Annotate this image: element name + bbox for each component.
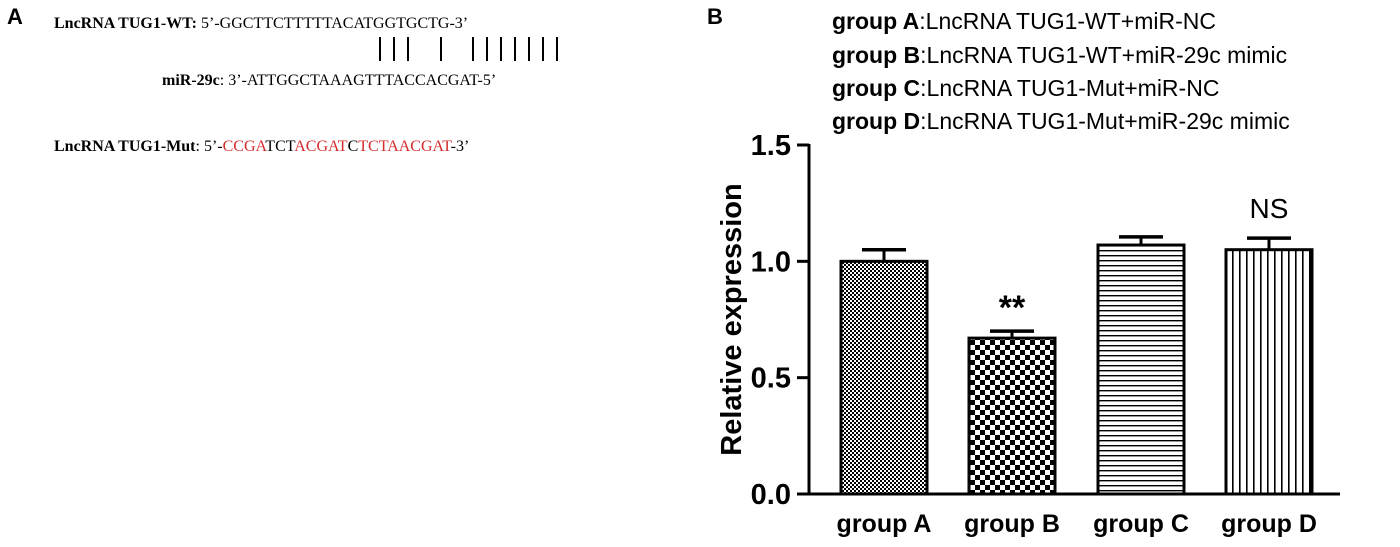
legend-group-b: group B:LncRNA TUG1-WT+miR-29c mimic [832,42,1287,69]
bar [1224,248,1314,496]
base-pairing-lines [379,37,574,61]
mut-sequence-line: LncRNA TUG1-Mut: 5’-CCGATCTACGATCTCTAACG… [54,138,469,156]
mutated-bases: TCTAACGAT [358,138,451,155]
x-tick-label: group D [1221,510,1317,538]
mir-sequence-line: miR-29c: 3’-ATTGGCTAAAGTTTACCACGAT-5’ [162,72,496,90]
wt-sequence-line: LncRNA TUG1-WT: 5’-GGCTTCTTTTTACATGGTGCT… [54,15,468,33]
y-axis-title: Relative expression [716,183,748,455]
mut-sequence: CCGATCTACGATCTCTAACGAT [223,138,451,155]
legend-text: :LncRNA TUG1-Mut+miR-29c mimic [920,108,1290,134]
legend-group-d: group D:LncRNA TUG1-Mut+miR-29c mimic [832,108,1290,135]
unchanged-bases: C [347,138,359,155]
legend-key: group B [832,42,921,68]
bar [839,259,929,496]
mir-sequence: ATTGGCTAAAGTTTACCACGAT [246,72,478,89]
mut-label: LncRNA TUG1-Mut [54,138,196,155]
mir-colon: : [219,72,225,89]
mir-prefix: 3’- [224,72,247,89]
mutated-bases: ACGAT [294,138,348,155]
y-tick-label: 1.5 [751,130,791,162]
legend-key: group D [832,108,921,134]
y-tick-label: 1.0 [751,246,791,278]
y-tick-label: 0.0 [751,479,791,511]
panel-a-letter: A [7,4,23,29]
x-tick-label: group A [837,510,932,538]
x-tick-label: group B [964,510,1060,538]
mut-prefix: 5’- [199,138,223,155]
x-tick-label: group C [1093,510,1189,538]
wt-sequence: GGCTTCTTTTTACATGGTGCTG [219,15,450,32]
chart-bars: group A group B ** group C group D NS [837,193,1317,538]
wt-prefix: 5’- [196,15,220,32]
legend-key: group A [832,8,920,34]
wt-suffix: -3’ [449,15,469,32]
wt-label: LncRNA TUG1-WT: [54,15,197,32]
significance-label: NS [1250,193,1289,224]
mir-label: miR-29c [162,72,220,89]
unchanged-bases: TCT [265,138,295,155]
legend-group-a: group A:LncRNA TUG1-WT+miR-NC [832,8,1216,35]
mir-suffix: -5’ [477,72,497,89]
bar [1096,243,1186,496]
mut-suffix: -3’ [450,138,470,155]
significance-label: ** [999,289,1026,327]
legend-text: :LncRNA TUG1-WT+miR-NC [919,8,1216,34]
legend-text: :LncRNA TUG1-WT+miR-29c mimic [920,42,1288,68]
panel-b-letter: B [707,4,723,29]
legend-key: group C [832,75,921,101]
y-tick-label: 0.5 [751,363,791,395]
bar [967,336,1057,496]
mut-colon: : [195,138,200,155]
legend-text: :LncRNA TUG1-Mut+miR-NC [920,75,1220,101]
legend-group-c: group C:LncRNA TUG1-Mut+miR-NC [832,75,1219,102]
mutated-bases: CCGA [222,138,266,155]
